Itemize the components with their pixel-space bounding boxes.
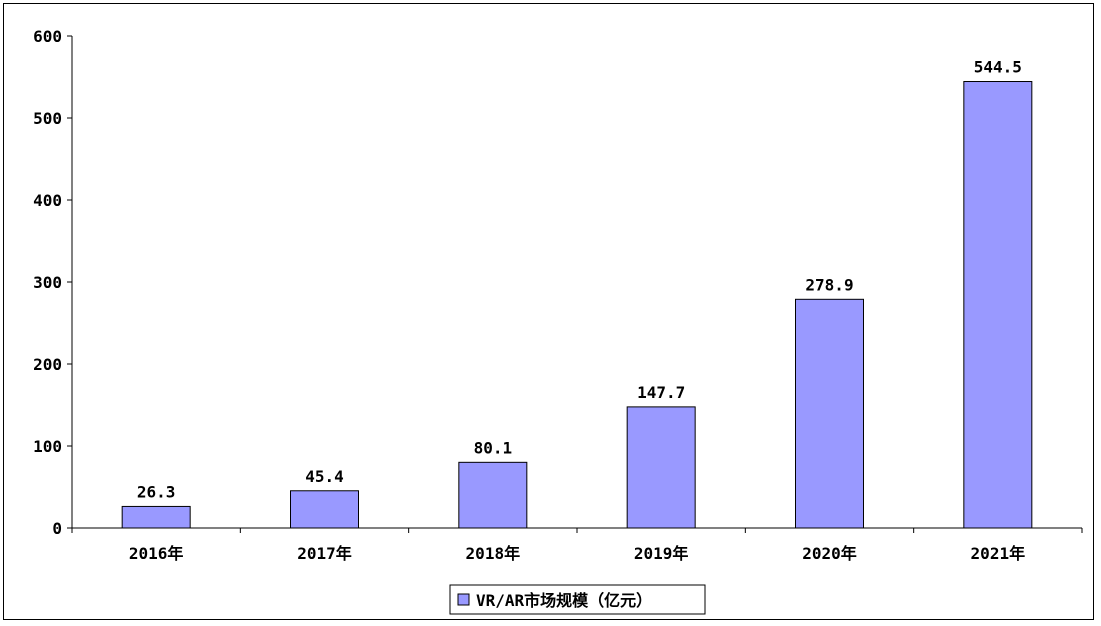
- chart-frame: 0 100 200 300 400 500 600 2016年 2017年 2018年 2019年…: [3, 3, 1094, 620]
- y-tick-label: 400: [33, 191, 62, 210]
- bar: [121, 505, 191, 529]
- x-tick-label: 2016年: [129, 544, 184, 563]
- y-tick-label: 500: [33, 109, 62, 128]
- y-tick-label: 200: [33, 355, 62, 374]
- legend: VR/AR市场规模（亿元）: [449, 584, 706, 615]
- y-tick-label: 600: [33, 27, 62, 46]
- data-label: 278.9: [805, 275, 853, 294]
- x-tick-label: 2021年: [971, 544, 1026, 563]
- y-tick-label: 0: [52, 519, 62, 538]
- data-label: 45.4: [305, 467, 344, 486]
- x-tick-label: 2017年: [297, 544, 352, 563]
- legend-label: VR/AR市场规模（亿元）: [476, 591, 652, 610]
- x-axis: 2016年 2017年 2018年 2019年 2020年 2021年: [71, 527, 1083, 563]
- data-label: 80.1: [474, 438, 513, 457]
- y-tick-label: 300: [33, 273, 62, 292]
- y-axis: 0 100 200 300 400 500 600: [33, 27, 73, 538]
- data-label: 26.3: [137, 482, 176, 501]
- x-tick-label: 2019年: [634, 544, 689, 563]
- legend-box: [449, 584, 706, 615]
- data-labels: 26.3 45.4 80.1 147.7 278.9 544.5: [137, 58, 1022, 502]
- bar: [626, 406, 696, 529]
- data-label: 544.5: [974, 58, 1022, 77]
- x-tick-label: 2018年: [466, 544, 521, 563]
- legend-swatch: [457, 593, 470, 606]
- bars: [121, 81, 1033, 529]
- bar-chart: 0 100 200 300 400 500 600 2016年 2017年 2018年 2019年…: [33, 27, 1083, 615]
- x-tick-label: 2020年: [802, 544, 857, 563]
- bar: [458, 461, 528, 529]
- bar: [290, 490, 359, 529]
- data-label: 147.7: [637, 383, 685, 402]
- y-tick-label: 100: [33, 437, 62, 456]
- bar: [963, 81, 1033, 529]
- bar: [795, 298, 864, 529]
